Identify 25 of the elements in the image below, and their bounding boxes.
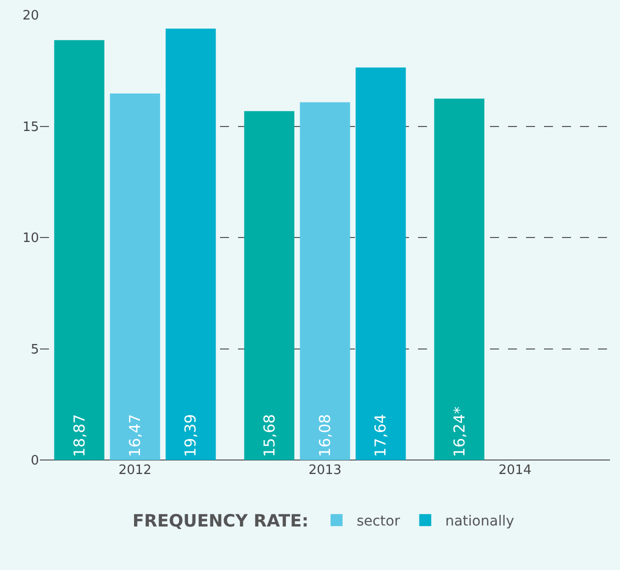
data-label: 17,64 [372, 414, 390, 457]
y-tick-label: 5 [30, 342, 39, 358]
data-label: 16,47 [126, 414, 144, 457]
data-label: 18,87 [70, 414, 88, 457]
bar [356, 68, 406, 460]
data-label: 19,39 [182, 414, 200, 457]
bar [244, 111, 294, 460]
data-label: 16,08 [316, 414, 334, 457]
bar [54, 40, 104, 460]
y-tick-label: 0 [30, 454, 39, 469]
data-label: 16,24* [450, 406, 468, 457]
x-tick-label: 2013 [308, 463, 342, 478]
y-tick-label: 20 [22, 8, 39, 24]
legend-label: sector [356, 514, 400, 530]
bar [110, 94, 160, 460]
legend-title: FREQUENCY RATE: [132, 512, 309, 532]
data-label: 15,68 [260, 414, 278, 457]
y-tick-label: 10 [22, 231, 39, 246]
bar [434, 98, 484, 460]
legend-label: nationally [445, 514, 514, 530]
x-tick-label: 2012 [118, 463, 152, 478]
bar [300, 102, 350, 460]
bar [166, 28, 216, 460]
y-tick-label: 15 [22, 120, 39, 135]
x-tick-label: 2014 [498, 463, 532, 478]
